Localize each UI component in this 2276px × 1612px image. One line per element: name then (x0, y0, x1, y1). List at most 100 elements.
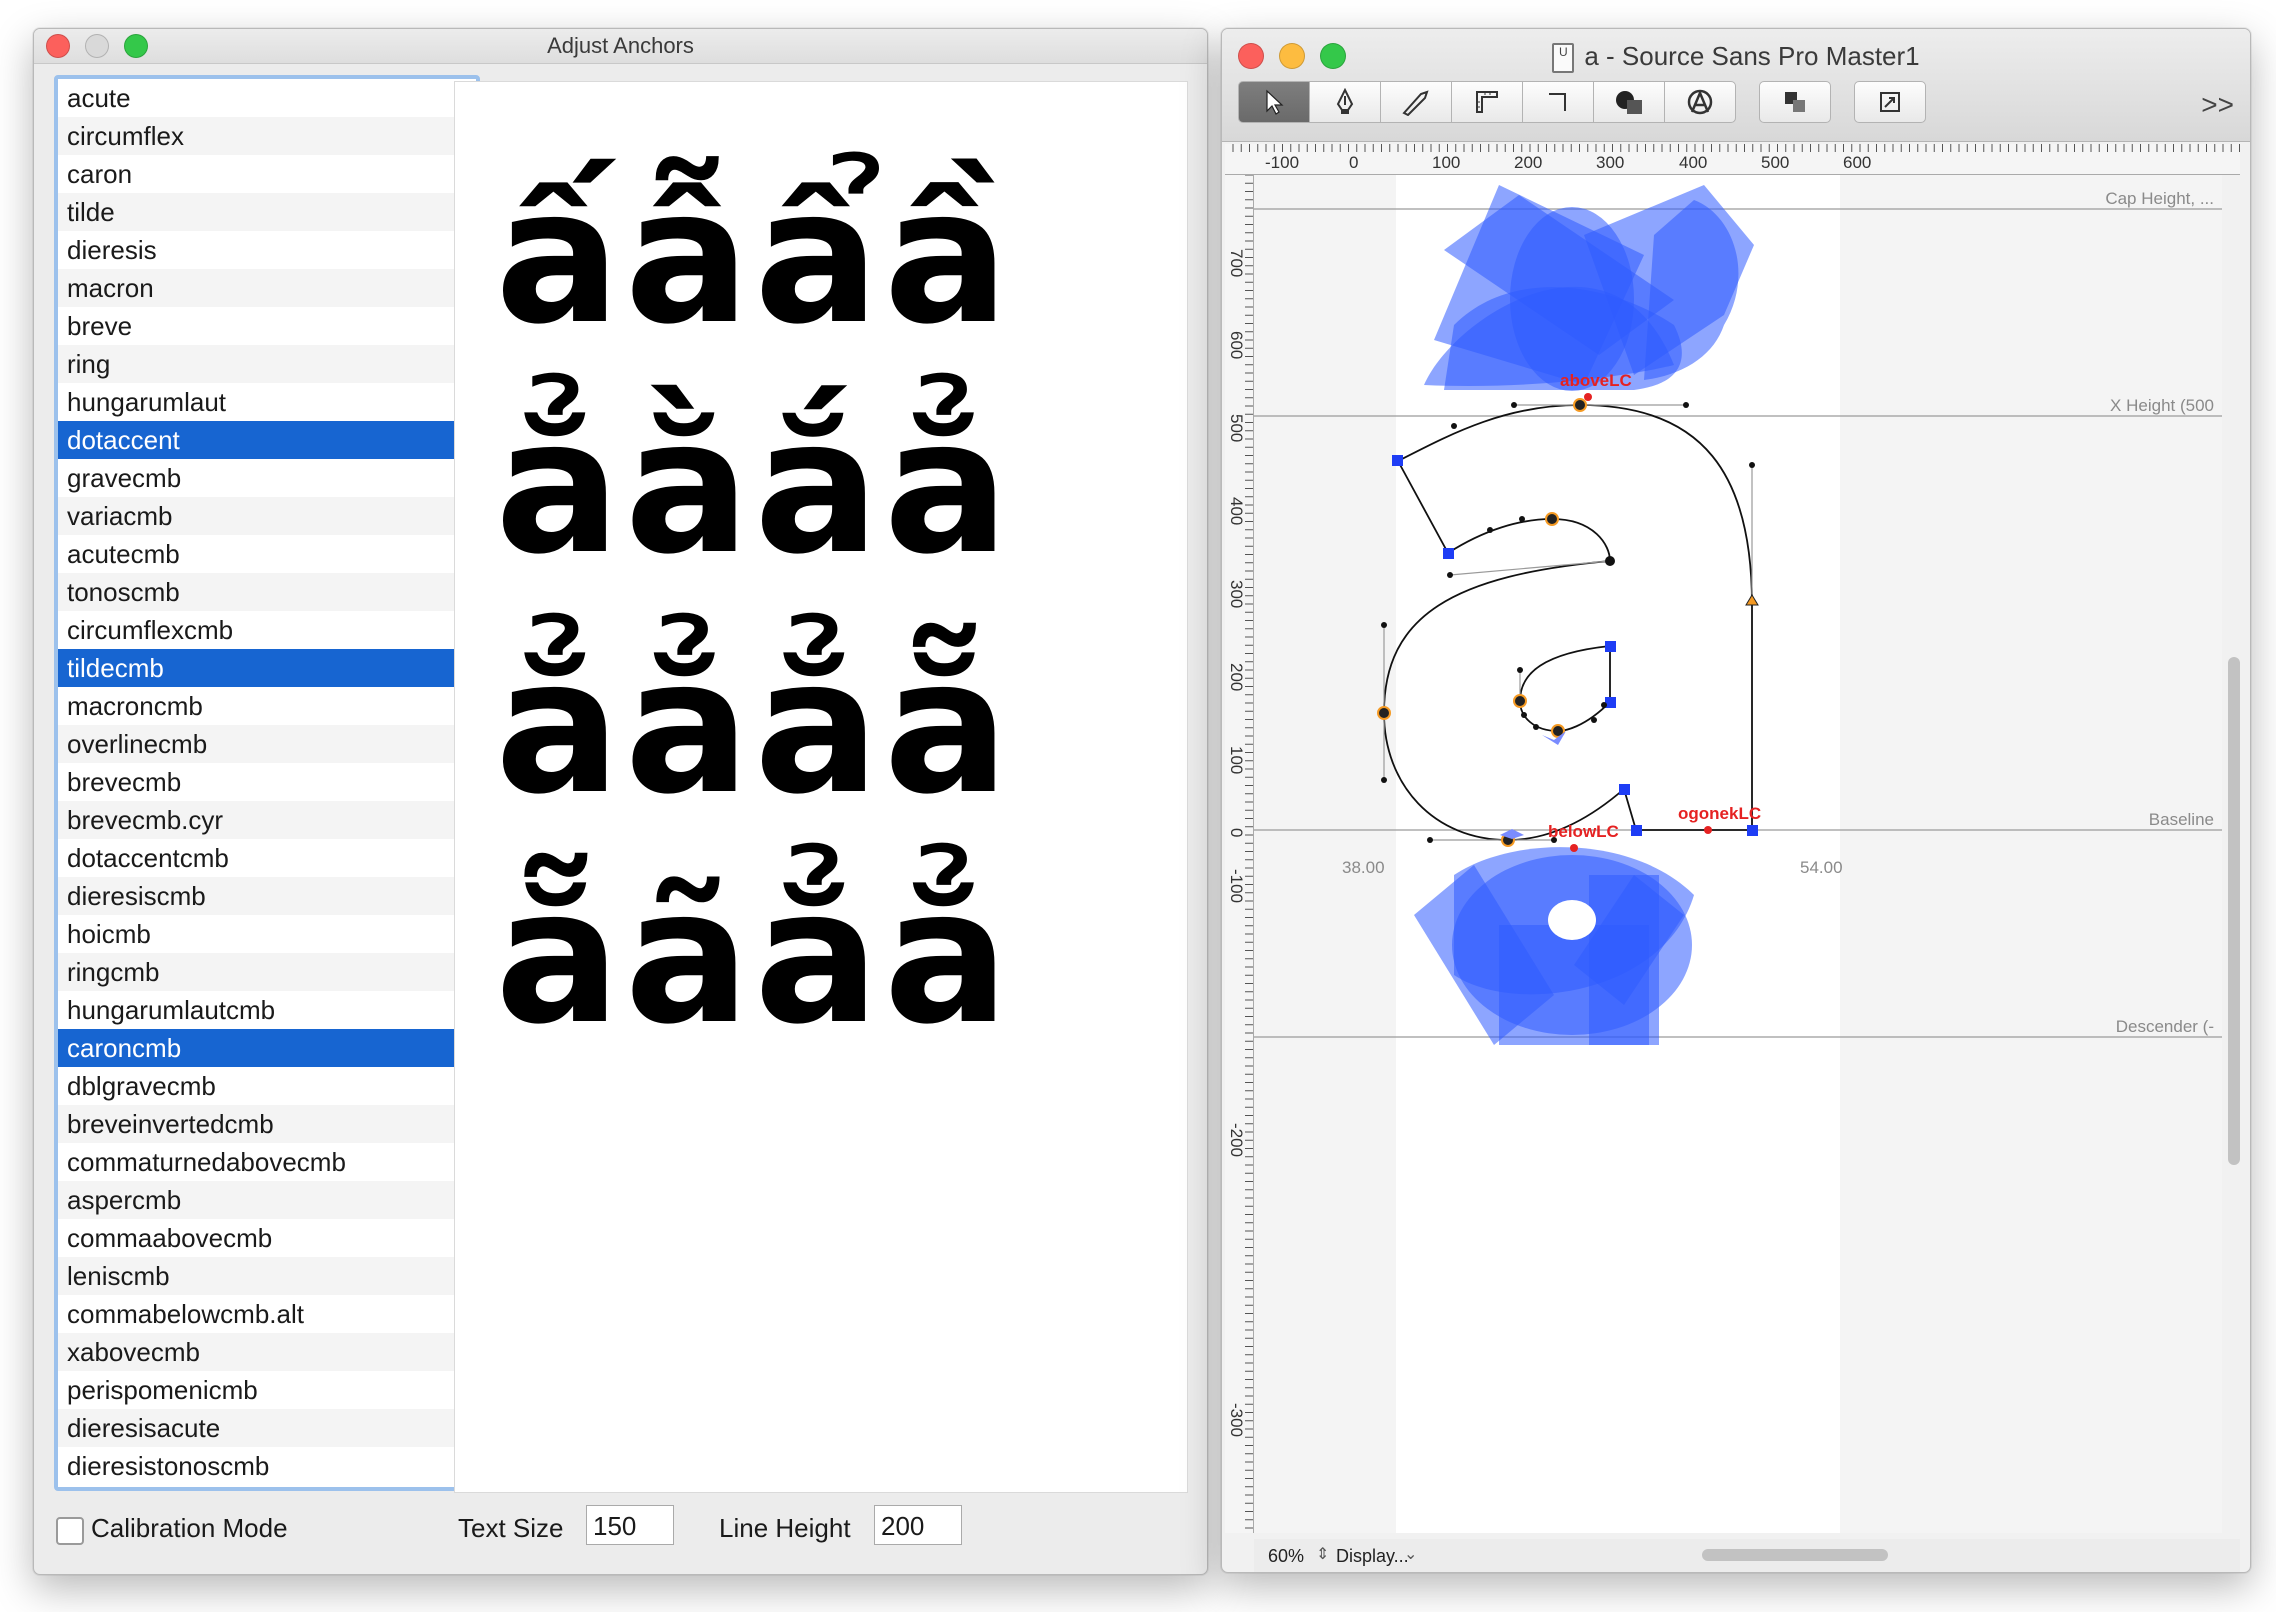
start-point-marker (1542, 731, 1566, 745)
ruler-icon (1476, 91, 1498, 113)
glyph-list-item[interactable]: dieresiscmb (58, 877, 476, 915)
close-button[interactable] (46, 34, 70, 58)
line-height-field[interactable]: 200 (874, 1505, 962, 1545)
glyph-list-item[interactable]: overlinecmb (58, 725, 476, 763)
ruler-label: 300 (1596, 153, 1624, 172)
close-button[interactable] (1238, 43, 1264, 69)
transform-icon (1880, 92, 1900, 112)
window-controls (46, 34, 148, 58)
glyph-list-item[interactable]: variacmb (58, 497, 476, 535)
glyph-list-item[interactable]: caroncmb (58, 1029, 476, 1067)
transform-tool-button[interactable] (1854, 81, 1926, 123)
pointer-tool-button[interactable] (1238, 81, 1310, 123)
glyph-list-item[interactable]: tonoscmb (58, 573, 476, 611)
calibration-mode-checkbox[interactable] (56, 1517, 84, 1545)
glyph-list-item[interactable]: ring (58, 345, 476, 383)
glyph-list-item[interactable]: dotaccentcmb (67, 843, 229, 873)
shapes-tool-button[interactable] (1593, 81, 1665, 123)
chevron-down-icon[interactable]: ⌄ (1404, 1546, 1418, 1563)
glyph-list-item[interactable]: hoicmb (67, 919, 151, 949)
ruler-label: -300 (1227, 1403, 1246, 1437)
pointer-icon (1266, 89, 1284, 115)
display-menu[interactable]: Display... (1336, 1546, 1409, 1566)
zoom-stepper-icon[interactable]: ⇕ (1316, 1546, 1330, 1563)
preview-line: ẵãẳẳ (495, 848, 1014, 1065)
zoom-value[interactable]: 60% (1268, 1546, 1305, 1566)
glyph-list-item[interactable]: brevecmb.cyr (58, 801, 476, 839)
ruler-label: 0 (1349, 153, 1358, 172)
glyph-list-item[interactable]: tildecmb (58, 649, 476, 687)
glyph-list-item[interactable]: dieresisacute (58, 1409, 476, 1447)
glyph-canvas[interactable]: Cap Height, ... X Height (500 Baseline D… (1254, 175, 2222, 1533)
title-bar[interactable]: Adjust Anchors (34, 29, 1207, 64)
glyph-list-item[interactable]: acute (67, 83, 131, 113)
horizontal-ruler: -100 0 100 200 300 400 500 600 (1225, 144, 2240, 175)
glyph-list-item[interactable]: acutecmb (67, 539, 180, 569)
glyph-list-item[interactable]: gravecmb (67, 463, 182, 493)
minimize-button[interactable] (85, 34, 109, 58)
glyph-list-item[interactable]: dotaccent (58, 421, 476, 459)
below-accents-preview (1414, 847, 1694, 1045)
glyph-list[interactable]: acute circumflex caron tilde dieresis macron b… (54, 75, 480, 1491)
glyph-list-item[interactable]: circumflexcmb (67, 615, 234, 645)
minimize-button[interactable] (1279, 43, 1305, 69)
pen-tool-button[interactable] (1309, 81, 1381, 123)
glyph-list-item[interactable]: hungarumlautcmb (67, 995, 276, 1025)
ufo-document-icon: U (1552, 43, 1575, 74)
x-height-label: X Height (500 (2110, 396, 2214, 415)
line-height-label: Line Height (719, 1513, 851, 1543)
ruler-label: 500 (1761, 153, 1789, 172)
glyph-list-item[interactable]: leniscmb (58, 1257, 476, 1295)
zoom-button[interactable] (124, 34, 148, 58)
ruler-label: 700 (1227, 249, 1246, 277)
ruler-label: 100 (1227, 746, 1246, 774)
shapes-icon (1616, 91, 1642, 114)
glyph-list-item[interactable]: tilde (58, 193, 476, 231)
glyph-list-item[interactable]: ringcmb (58, 953, 476, 991)
glyph-list-item[interactable]: commaabovecmb (67, 1223, 273, 1253)
ruler-label: 500 (1227, 414, 1246, 442)
measure-tool-button[interactable] (1451, 81, 1523, 123)
horizontal-scrollbar[interactable] (1702, 1549, 1888, 1561)
bezier-handles (1383, 404, 1753, 841)
bottom-controls: Calibration Mode Text Size 150 Line Heig… (34, 1501, 1207, 1561)
knife-tool-button[interactable] (1380, 81, 1452, 123)
baseline-label: Baseline (2149, 810, 2214, 829)
glyph-list-item[interactable]: circumflex (58, 117, 476, 155)
glyph-list-item[interactable]: perispomenicmb (67, 1375, 258, 1405)
ruler-label: -200 (1227, 1123, 1246, 1157)
left-sidebearing-value: 38.00 (1342, 858, 1385, 877)
glyph-list-item[interactable]: hungarumlaut (67, 387, 226, 417)
glyph-list-item[interactable]: commabelowcmb.alt (67, 1299, 304, 1329)
glyph-list-item[interactable]: commaturnedabovecmb (67, 1147, 346, 1177)
horizontal-ruler-ticks: -100 0 100 200 300 400 500 600 (1232, 144, 2240, 172)
ruler-label: 200 (1227, 663, 1246, 691)
glyph-drawing[interactable]: Cap Height, ... X Height (500 Baseline D… (1254, 175, 2222, 1533)
anchor-tool-button[interactable] (1664, 81, 1736, 123)
ruler-label: -100 (1265, 153, 1299, 172)
text-size-field[interactable]: 150 (586, 1505, 674, 1545)
glyph-list-item[interactable]: breve (67, 311, 133, 341)
glyph-list-item[interactable]: macron (58, 269, 476, 307)
window-title: Adjust Anchors (547, 33, 694, 58)
glyph-list-item[interactable]: xabovecmb (58, 1333, 476, 1371)
glyph-list-item[interactable]: macroncmb (67, 691, 203, 721)
glyph-list-item[interactable]: aspercmb (58, 1181, 476, 1219)
glyph-list-item[interactable]: brevecmb (67, 767, 182, 797)
layers-icon (1785, 92, 1805, 112)
toolbar-overflow-button[interactable]: >> (2201, 89, 2234, 120)
text-size-label: Text Size (458, 1513, 564, 1543)
glyph-list-item[interactable]: breveinvertedcmb (58, 1105, 476, 1143)
corner-tool-button[interactable] (1522, 81, 1594, 123)
glyph-list-item[interactable]: caron (67, 159, 133, 189)
vertical-scrollbar[interactable] (2228, 657, 2240, 1165)
zoom-button[interactable] (1320, 43, 1346, 69)
layers-tool-button[interactable] (1759, 81, 1831, 123)
window-controls (1238, 43, 1346, 69)
glyph-list-item[interactable]: dieresis (67, 235, 157, 265)
ruler-label: 200 (1514, 153, 1542, 172)
glyph-list-item[interactable]: dieresistonoscmb (67, 1451, 270, 1481)
glyph-list-item[interactable]: dblgravecmb (67, 1071, 216, 1101)
